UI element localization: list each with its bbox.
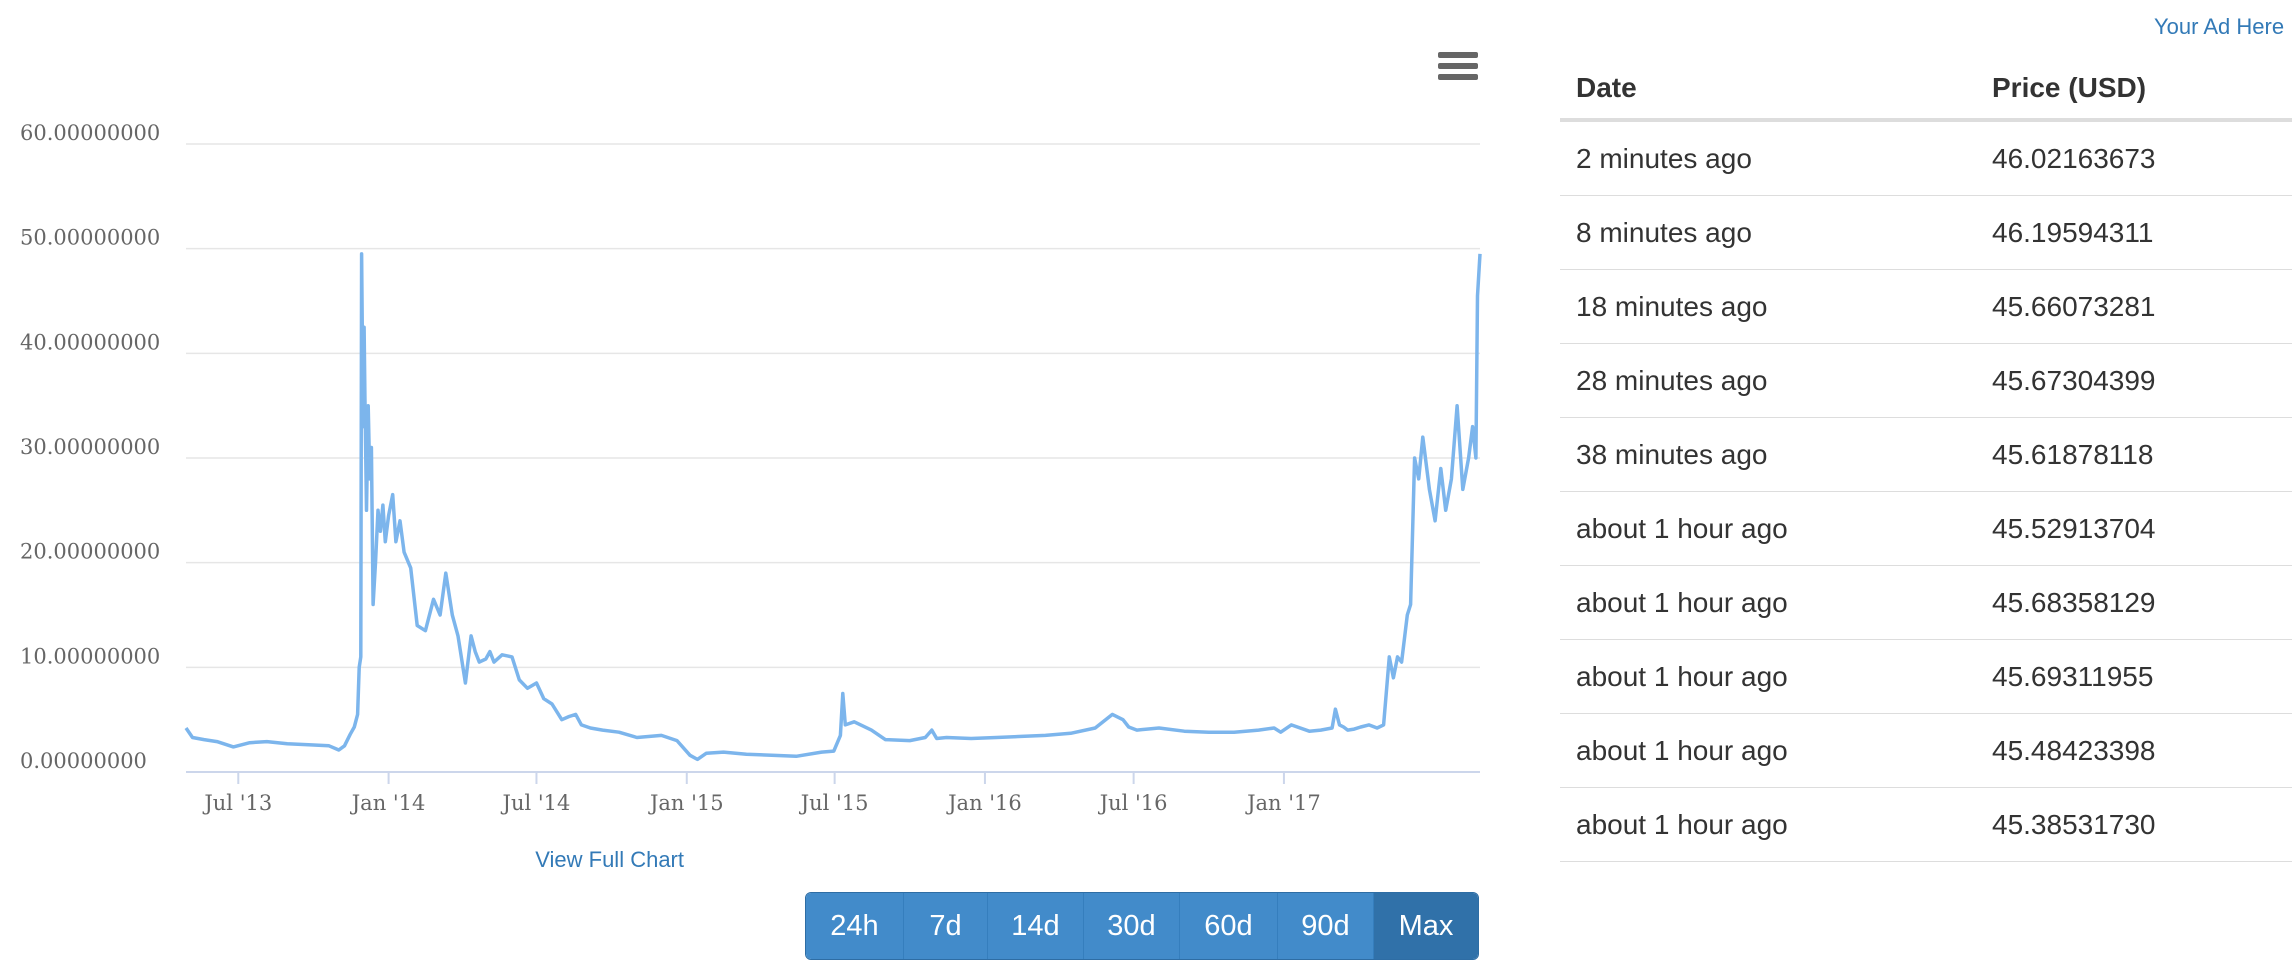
table-row: about 1 hour ago 45.38531730 bbox=[1560, 787, 2292, 862]
row-price: 46.02163673 bbox=[1976, 120, 2292, 196]
date-column-header: Date bbox=[1560, 58, 1976, 122]
range-button-7d[interactable]: 7d bbox=[904, 893, 988, 959]
y-tick-label: 40.00000000 bbox=[20, 330, 160, 354]
row-date: about 1 hour ago bbox=[1560, 565, 1976, 640]
row-price: 45.38531730 bbox=[1976, 787, 2292, 862]
row-price: 45.69311955 bbox=[1976, 639, 2292, 714]
row-price: 45.67304399 bbox=[1976, 343, 2292, 418]
row-price: 45.61878118 bbox=[1976, 417, 2292, 492]
range-button-max[interactable]: Max bbox=[1374, 893, 1478, 959]
row-date: 8 minutes ago bbox=[1560, 195, 1976, 270]
row-date: 18 minutes ago bbox=[1560, 269, 1976, 344]
range-button-90d[interactable]: 90d bbox=[1278, 893, 1374, 959]
x-tick-label: Jul '15 bbox=[799, 791, 869, 815]
row-price: 45.68358129 bbox=[1976, 565, 2292, 640]
row-date: 38 minutes ago bbox=[1560, 417, 1976, 492]
table-row: 38 minutes ago 45.61878118 bbox=[1560, 417, 2292, 492]
x-axis: Jul '13 Jan '14 Jul '14 Jan '15 Jul '15 Jan '… bbox=[186, 771, 1480, 815]
row-price: 45.48423398 bbox=[1976, 713, 2292, 788]
price-history-table: Date Price (USD) 2 minutes ago 46.0216367… bbox=[1560, 58, 2292, 862]
table-row: 2 minutes ago 46.02163673 bbox=[1560, 120, 2292, 196]
table-row: about 1 hour ago 45.48423398 bbox=[1560, 713, 2292, 788]
table-row: about 1 hour ago 45.68358129 bbox=[1560, 565, 2292, 640]
series-layer bbox=[184, 252, 1482, 762]
row-price: 45.66073281 bbox=[1976, 269, 2292, 344]
y-tick-label: 10.00000000 bbox=[20, 644, 160, 668]
y-tick-label: 20.00000000 bbox=[20, 540, 160, 564]
table-row: 28 minutes ago 45.67304399 bbox=[1560, 343, 2292, 418]
range-button-24h[interactable]: 24h bbox=[806, 893, 904, 959]
table-header-row: Date Price (USD) bbox=[1560, 58, 2292, 122]
row-price: 45.52913704 bbox=[1976, 491, 2292, 566]
y-tick-label: 0.00000000 bbox=[20, 749, 147, 773]
x-tick-label: Jul '13 bbox=[202, 791, 272, 815]
row-date: about 1 hour ago bbox=[1560, 787, 1976, 862]
y-axis: 0.00000000 10.00000000 20.00000000 30.00000… bbox=[20, 121, 160, 773]
range-button-60d[interactable]: 60d bbox=[1180, 893, 1278, 959]
price-column-header: Price (USD) bbox=[1976, 58, 2292, 122]
view-full-chart-link[interactable]: View Full Chart bbox=[535, 847, 684, 872]
table-row: 8 minutes ago 46.19594311 bbox=[1560, 195, 2292, 270]
price-chart: 0.00000000 10.00000000 20.00000000 30.00000… bbox=[20, 52, 1482, 960]
y-tick-label: 30.00000000 bbox=[20, 435, 160, 459]
table-row: about 1 hour ago 45.52913704 bbox=[1560, 491, 2292, 566]
hamburger-menu-icon-bar bbox=[1438, 74, 1478, 80]
x-tick-label: Jul '14 bbox=[501, 791, 571, 815]
price-line-chart: 0.00000000 10.00000000 20.00000000 30.00000… bbox=[20, 121, 1482, 815]
table-row: 18 minutes ago 45.66073281 bbox=[1560, 269, 2292, 344]
y-tick-label: 50.00000000 bbox=[20, 226, 160, 250]
x-tick-label: Jul '16 bbox=[1098, 791, 1168, 815]
row-date: 2 minutes ago bbox=[1560, 120, 1976, 196]
hamburger-menu-icon bbox=[1438, 52, 1478, 58]
row-date: 28 minutes ago bbox=[1560, 343, 1976, 418]
x-tick-label: Jan '17 bbox=[1245, 791, 1321, 815]
chart-menu-button[interactable] bbox=[1438, 52, 1478, 86]
ad-link[interactable]: Your Ad Here bbox=[2154, 14, 2285, 39]
row-date: about 1 hour ago bbox=[1560, 491, 1976, 566]
x-tick-label: Jan '16 bbox=[946, 791, 1022, 815]
x-tick-label: Jan '15 bbox=[648, 791, 724, 815]
hamburger-menu-icon-bar bbox=[1438, 63, 1478, 69]
price-table-body: 2 minutes ago 46.02163673 8 minutes ago 46.… bbox=[1560, 120, 2292, 862]
x-tick-label: Jan '14 bbox=[350, 791, 426, 815]
time-range-selector: 24h 7d 14d 30d 60d 90d Max bbox=[805, 892, 1479, 960]
gridlines bbox=[186, 143, 1480, 669]
row-price: 46.19594311 bbox=[1976, 195, 2292, 270]
y-tick-label: 60.00000000 bbox=[20, 121, 160, 145]
price-series-line bbox=[184, 252, 1482, 762]
table-row: about 1 hour ago 45.69311955 bbox=[1560, 639, 2292, 714]
range-button-14d[interactable]: 14d bbox=[988, 893, 1084, 959]
row-date: about 1 hour ago bbox=[1560, 639, 1976, 714]
range-button-30d[interactable]: 30d bbox=[1084, 893, 1180, 959]
row-date: about 1 hour ago bbox=[1560, 713, 1976, 788]
